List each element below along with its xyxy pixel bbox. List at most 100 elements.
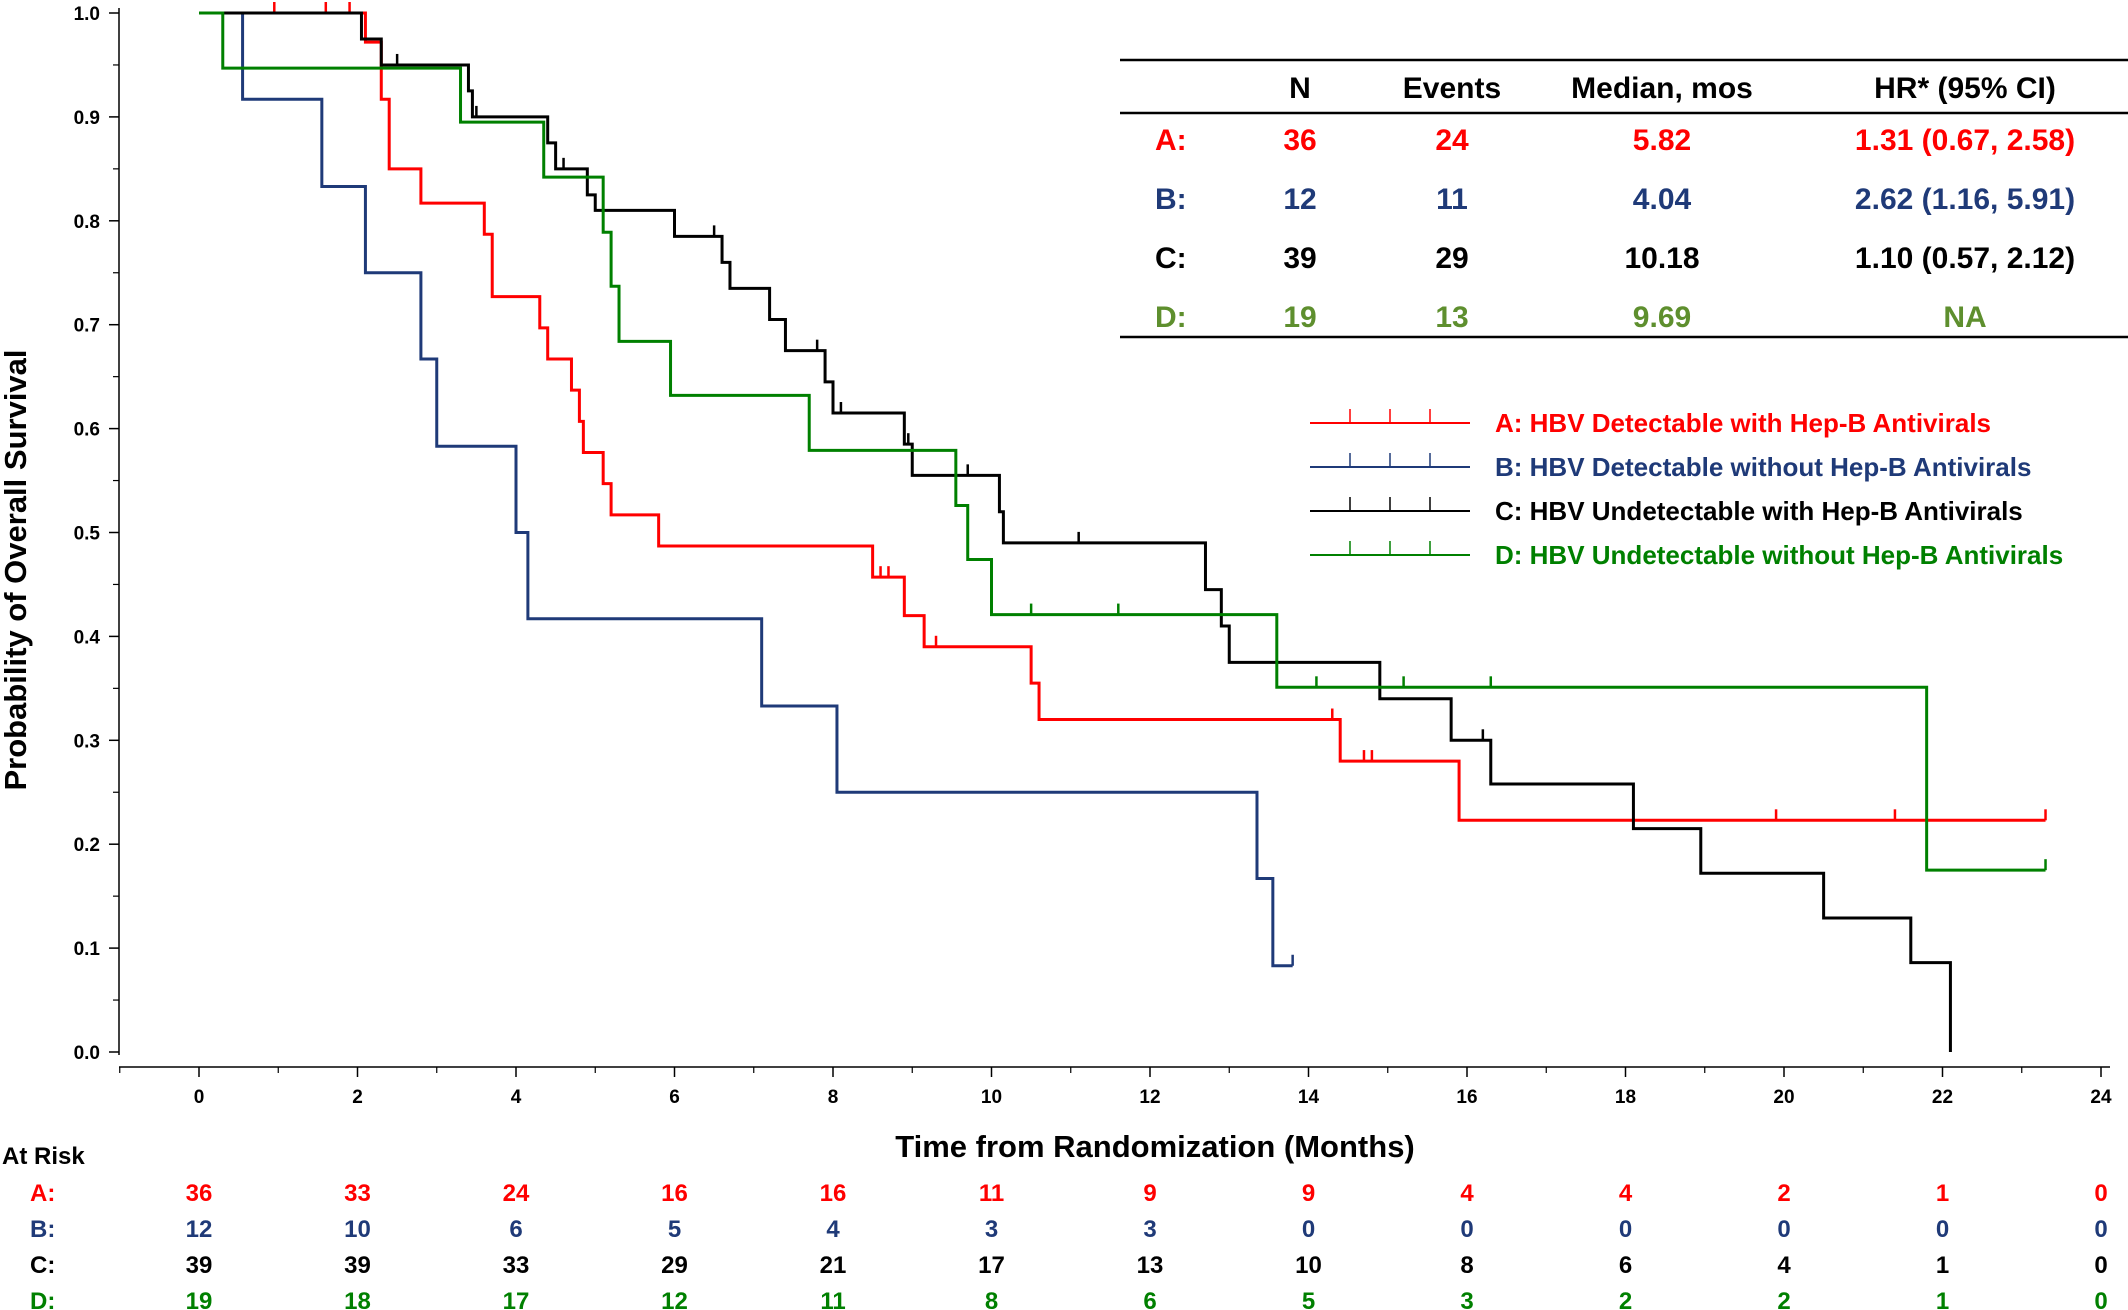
- legend-label: B: HBV Detectable without Hep-B Antivira…: [1495, 452, 2031, 482]
- at-risk-value: 6: [509, 1216, 522, 1243]
- at-risk-value: 1: [1936, 1252, 1949, 1279]
- x-tick-label: 22: [1932, 1087, 1953, 1108]
- table-cell: 4.04: [1633, 183, 1692, 216]
- at-risk-value: 16: [820, 1180, 847, 1207]
- at-risk-value: 10: [344, 1216, 371, 1243]
- at-risk-value: 10: [1295, 1252, 1322, 1279]
- at-risk-value: 18: [344, 1288, 371, 1310]
- at-risk-value: 3: [1143, 1216, 1156, 1243]
- x-tick-label: 24: [2090, 1087, 2112, 1108]
- y-axis-title-group: Probability of Overall Survival: [0, 349, 33, 790]
- survival-line: [199, 13, 1950, 1052]
- at-risk-value: 33: [344, 1180, 371, 1207]
- y-tick-label: 0.2: [74, 835, 100, 856]
- at-risk-value: 0: [1619, 1216, 1632, 1243]
- at-risk-table: At RiskA: 36 33 24 16 16 11 9 9 4 4 2 1 0B: 12 10 6 5 4 3 3 0…: [2, 1143, 2108, 1310]
- y-tick-label: 0.4: [74, 627, 101, 648]
- legend-label: C: HBV Undetectable with Hep-B Antiviral…: [1495, 496, 2023, 526]
- x-tick-label: 10: [981, 1087, 1002, 1108]
- km-chart: 0.00.10.20.30.40.50.60.70.80.91.00 2 4 6 8 10…: [0, 0, 2128, 1310]
- at-risk-value: 0: [2094, 1216, 2107, 1243]
- table-cell: 29: [1435, 242, 1468, 275]
- curve-c: [199, 13, 1950, 1052]
- at-risk-value: 16: [661, 1180, 688, 1207]
- summary-table: N Events Median, mos HR* (95% CI) A: 36 24 5.82…: [1120, 60, 2128, 337]
- x-axis-title: Time from Randomization (Months): [895, 1129, 1415, 1164]
- survival-line: [199, 13, 1293, 966]
- at-risk-value: 6: [1619, 1252, 1632, 1279]
- y-tick-label: 0.6: [74, 420, 100, 441]
- table-cell: C:: [1155, 242, 1187, 275]
- at-risk-value: 5: [1302, 1288, 1315, 1310]
- survival-line: [199, 13, 2046, 870]
- table-header: HR* (95% CI): [1874, 72, 2056, 105]
- table-header: Median, mos: [1571, 72, 1753, 105]
- at-risk-value: 1: [1936, 1180, 1949, 1207]
- y-tick-label: 0.8: [74, 212, 100, 233]
- at-risk-value: 24: [503, 1180, 530, 1207]
- x-tick-label: 6: [669, 1087, 680, 1108]
- table-cell: 11: [1436, 183, 1468, 216]
- legend-label: A: HBV Detectable with Hep-B Antivirals: [1495, 408, 1991, 438]
- at-risk-value: 12: [186, 1216, 213, 1243]
- survival-curves: [199, 2, 2046, 1052]
- at-risk-value: 0: [1777, 1216, 1790, 1243]
- at-risk-value: 4: [1619, 1180, 1633, 1207]
- at-risk-label: C:: [30, 1252, 55, 1279]
- table-cell: 12: [1283, 183, 1316, 216]
- at-risk-value: 21: [820, 1252, 847, 1279]
- at-risk-value: 2: [1619, 1288, 1632, 1310]
- curve-d: [199, 13, 2046, 870]
- at-risk-value: 29: [661, 1252, 688, 1279]
- at-risk-value: 13: [1137, 1252, 1164, 1279]
- at-risk-value: 3: [1460, 1288, 1473, 1310]
- at-risk-value: 12: [661, 1288, 688, 1310]
- at-risk-value: 19: [186, 1288, 213, 1310]
- table-cell: 9.69: [1633, 301, 1691, 334]
- at-risk-value: 4: [1460, 1180, 1474, 1207]
- table-cell: 39: [1283, 242, 1316, 275]
- legend-item: A: HBV Detectable with Hep-B Antivirals: [1310, 408, 1991, 438]
- at-risk-value: 17: [978, 1252, 1005, 1279]
- legend-item: B: HBV Detectable without Hep-B Antivira…: [1310, 452, 2031, 482]
- y-tick-label: 0.9: [74, 108, 100, 129]
- legend-item: D: HBV Undetectable without Hep-B Antivi…: [1310, 540, 2063, 570]
- at-risk-title: At Risk: [2, 1143, 85, 1170]
- table-cell: 36: [1283, 124, 1316, 157]
- legend-item: C: HBV Undetectable with Hep-B Antiviral…: [1310, 496, 2023, 526]
- at-risk-value: 39: [344, 1252, 371, 1279]
- at-risk-label: D:: [30, 1288, 55, 1310]
- at-risk-value: 0: [1460, 1216, 1473, 1243]
- at-risk-value: 5: [668, 1216, 681, 1243]
- x-tick-label: 20: [1773, 1087, 1794, 1108]
- table-cell: B:: [1155, 183, 1187, 216]
- table-cell: 19: [1283, 301, 1316, 334]
- at-risk-value: 9: [1143, 1180, 1156, 1207]
- curve-b: [199, 13, 1293, 966]
- x-tick-label: 18: [1615, 1087, 1636, 1108]
- at-risk-value: 3: [985, 1216, 998, 1243]
- at-risk-value: 0: [2094, 1252, 2107, 1279]
- at-risk-value: 0: [2094, 1180, 2107, 1207]
- x-tick-label: 12: [1139, 1087, 1160, 1108]
- at-risk-value: 33: [503, 1252, 530, 1279]
- at-risk-value: 9: [1302, 1180, 1315, 1207]
- x-tick-label: 2: [352, 1087, 363, 1108]
- at-risk-value: 39: [186, 1252, 213, 1279]
- at-risk-value: 4: [1777, 1252, 1791, 1279]
- table-header: Events: [1403, 72, 1501, 105]
- table-cell: D:: [1155, 301, 1187, 334]
- x-tick-label: 4: [511, 1087, 522, 1108]
- table-cell: 2.62 (1.16, 5.91): [1855, 183, 2075, 216]
- at-risk-value: 17: [503, 1288, 530, 1310]
- x-tick-label: 14: [1298, 1087, 1320, 1108]
- at-risk-value: 0: [1302, 1216, 1315, 1243]
- table-cell: 1.31 (0.67, 2.58): [1855, 124, 2075, 157]
- table-header: N: [1289, 72, 1311, 105]
- table-cell: NA: [1943, 301, 1986, 334]
- table-cell: 5.82: [1633, 124, 1691, 157]
- table-cell: 24: [1435, 124, 1469, 157]
- y-tick-label: 0.5: [74, 524, 101, 545]
- table-cell: 1.10 (0.57, 2.12): [1855, 242, 2075, 275]
- at-risk-value: 2: [1777, 1288, 1790, 1310]
